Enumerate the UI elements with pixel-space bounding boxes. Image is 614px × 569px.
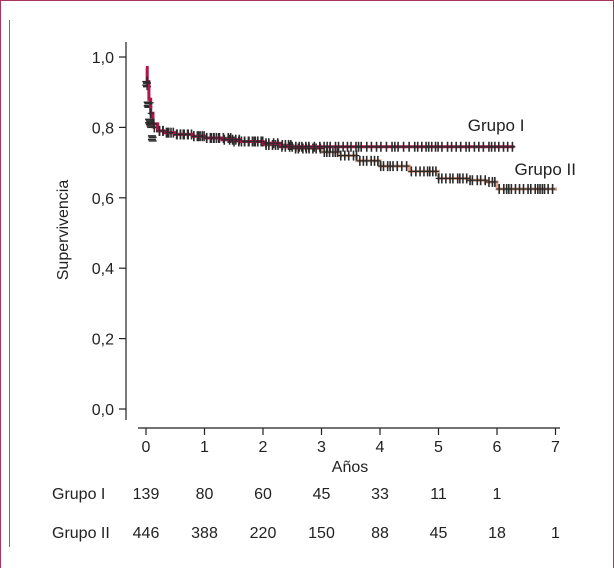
y-tick-label: 0,8 — [92, 120, 114, 137]
series-layer — [142, 66, 557, 194]
series-annotations: Grupo I Grupo II — [468, 116, 576, 179]
risk-cell: 45 — [313, 486, 331, 503]
risk-cell: 80 — [196, 486, 214, 503]
x-tick-label: 1 — [200, 439, 209, 456]
risk-cell: 45 — [430, 525, 448, 542]
risk-cell: 388 — [191, 525, 218, 542]
risk-row-label: Grupo I — [52, 486, 105, 503]
y-tick-label: 0,2 — [92, 332, 114, 349]
series-line-grupo-i — [145, 66, 515, 149]
risk-cell: 11 — [430, 486, 447, 503]
risk-cell: 33 — [371, 486, 389, 503]
y-tick-label: 0,6 — [92, 191, 114, 208]
risk-cell: 446 — [133, 525, 160, 542]
x-axis-label: Años — [332, 459, 368, 476]
risk-cell: 1 — [493, 486, 502, 503]
x-tick-label: 6 — [493, 439, 502, 456]
y-tick-label: 0,0 — [92, 402, 114, 419]
x-tick-label: 2 — [259, 439, 268, 456]
y-tick-label: 1,0 — [92, 50, 114, 67]
risk-cell: 150 — [308, 525, 335, 542]
chart-ticks: 0,0 0,2 0,4 0,6 0,8 1,0 0 1 2 3 4 5 6 7 — [92, 50, 560, 456]
risk-cell: 1 — [551, 525, 560, 542]
risk-row-label: Grupo II — [52, 525, 110, 542]
y-axis-label: Supervivencia — [55, 180, 72, 281]
y-tick-label: 0,4 — [92, 261, 114, 278]
censor-marks-grupo-i — [142, 76, 516, 152]
x-tick-label: 0 — [142, 439, 151, 456]
risk-cell: 60 — [254, 486, 272, 503]
series-label-grupo-i: Grupo I — [468, 116, 525, 135]
series-label-grupo-ii: Grupo II — [515, 160, 576, 179]
risk-cell: 139 — [133, 486, 160, 503]
risk-cell: 220 — [250, 525, 277, 542]
risk-cell: 18 — [488, 525, 506, 542]
x-tick-label: 3 — [317, 439, 326, 456]
x-tick-label: 7 — [551, 439, 560, 456]
figure-left-rule — [9, 20, 10, 547]
x-tick-label: 4 — [376, 439, 385, 456]
chart-axes — [125, 42, 560, 429]
risk-cell: 88 — [371, 525, 389, 542]
x-tick-label: 5 — [434, 439, 443, 456]
